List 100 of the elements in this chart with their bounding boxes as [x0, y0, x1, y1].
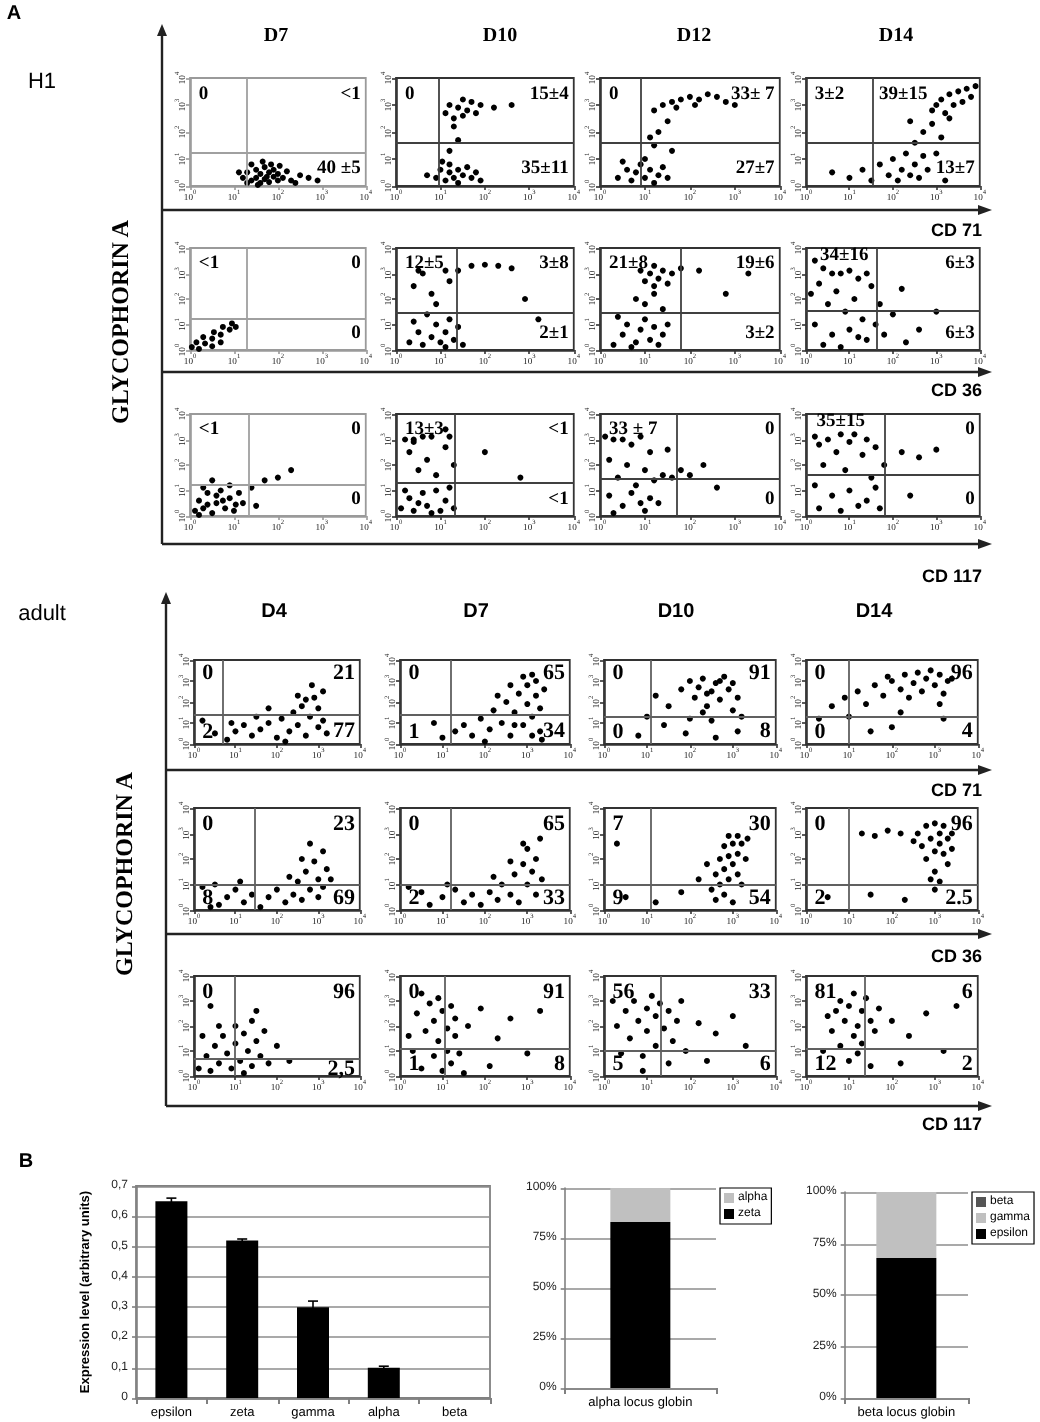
annotation: 0	[351, 420, 362, 441]
annotation: <1	[198, 254, 220, 275]
annotation: 1	[408, 720, 420, 745]
annotation: 39±15	[879, 85, 929, 106]
annotation: 30	[748, 812, 772, 837]
annotation: 69	[333, 885, 357, 910]
annotation: 2	[408, 885, 421, 910]
annotation: 34±16	[820, 246, 869, 267]
annotation: 3±2	[814, 85, 845, 106]
annotation: 6	[961, 980, 974, 1004]
x-axis-title: CD 117	[921, 1114, 982, 1134]
text: A	[6, 3, 22, 25]
chart-title: D10	[482, 25, 518, 47]
annotation: 0	[198, 85, 209, 106]
x-axis-title: CD 117	[921, 566, 982, 586]
annotation: 13±7	[935, 158, 976, 179]
annotation: 6	[759, 1052, 772, 1076]
annotation: 13±3	[404, 420, 445, 441]
annotation: <1	[340, 85, 362, 106]
chart-title: D10	[657, 601, 696, 623]
annotation: 9	[612, 885, 625, 910]
annotation: 23	[333, 812, 357, 837]
annotation: 3±2	[745, 323, 776, 344]
annotation: 3±8	[539, 254, 570, 275]
chart-title: D7	[463, 601, 490, 623]
annotation: 0	[202, 661, 215, 686]
annotation: 35±15	[816, 412, 866, 433]
annotation: 5	[612, 1052, 625, 1076]
annotation: 91	[542, 980, 565, 1004]
chart-title: D4	[261, 601, 288, 623]
annotation: 33 ± 7	[609, 420, 658, 441]
annotation: 54	[748, 885, 772, 910]
annotation: 12	[814, 1052, 838, 1076]
annotation: 65	[542, 661, 566, 686]
x-axis-title: CD 71	[930, 780, 982, 800]
annotation: 19±6	[735, 254, 776, 275]
annotation: 7	[612, 812, 625, 837]
annotation: 8	[553, 1052, 566, 1076]
annotation: <1	[198, 420, 220, 441]
text: B	[18, 1151, 34, 1173]
annotation: 0	[609, 85, 619, 106]
annotation: 0	[202, 980, 215, 1004]
annotation: 4	[961, 718, 974, 743]
annotation: 2	[961, 1052, 974, 1076]
annotation: 21±8	[609, 254, 649, 275]
annotation: 0	[404, 85, 415, 106]
annotation: <1	[548, 489, 570, 510]
annotation: 0	[408, 661, 421, 686]
annotation: 6±3	[945, 254, 976, 275]
annotation: 40 ±5	[317, 158, 362, 179]
annotation: 6±3	[945, 323, 976, 344]
annotation: 33	[748, 980, 772, 1004]
annotation: 21	[333, 661, 356, 686]
annotation: 0	[351, 323, 362, 344]
annotation: 8	[759, 718, 772, 743]
text: adult	[18, 602, 66, 626]
annotation: 34	[542, 718, 566, 743]
annotation: 91	[748, 661, 771, 686]
annotation: 96	[950, 812, 974, 837]
annotation: 2	[202, 720, 215, 745]
annotation: 0	[765, 489, 776, 510]
annotation: 0	[351, 489, 362, 510]
x-axis-title: CD 36	[930, 946, 982, 966]
annotation: 56	[612, 980, 636, 1004]
y-axis-title: GLYCOPHORIN A	[110, 771, 138, 976]
annotation: 2,5	[327, 1057, 357, 1081]
annotation: 0	[408, 980, 421, 1004]
x-axis-title: CD 36	[930, 380, 982, 400]
annotation: 1	[408, 1052, 420, 1076]
chart-title: D7	[263, 25, 289, 47]
text: H1	[27, 70, 57, 94]
annotation: 35±11	[521, 158, 570, 179]
annotation: 27±7	[735, 158, 776, 179]
annotation: 12±5	[404, 254, 445, 275]
y-axis-title: GLYCOPHORIN A	[106, 219, 134, 424]
annotation: 0	[408, 812, 421, 837]
annotation: 65	[542, 812, 566, 837]
annotation: 0	[612, 661, 625, 686]
annotation: 2±1	[539, 323, 570, 344]
annotation: 8	[202, 885, 215, 910]
annotation: 0	[612, 720, 625, 745]
annotation: 0	[765, 420, 776, 441]
chart-title: D14	[855, 601, 894, 623]
annotation: 0	[351, 254, 362, 275]
chart-title: D12	[676, 25, 712, 47]
annotation: <1	[548, 420, 570, 441]
x-axis-title: CD 71	[930, 220, 982, 240]
annotation: 15±4	[529, 85, 570, 106]
annotation: 2	[814, 885, 827, 910]
annotation: 33	[542, 885, 566, 910]
chart-title: D14	[878, 25, 914, 47]
annotation: 2.5	[945, 885, 974, 910]
annotation: 33± 7	[730, 85, 776, 106]
annotation: 81	[814, 980, 837, 1004]
annotation: 0	[965, 420, 976, 441]
annotation: 96	[950, 661, 974, 686]
annotation: 77	[333, 718, 357, 743]
annotation: 96	[333, 980, 357, 1004]
annotation: 0	[202, 812, 215, 837]
annotation: 0	[965, 489, 976, 510]
